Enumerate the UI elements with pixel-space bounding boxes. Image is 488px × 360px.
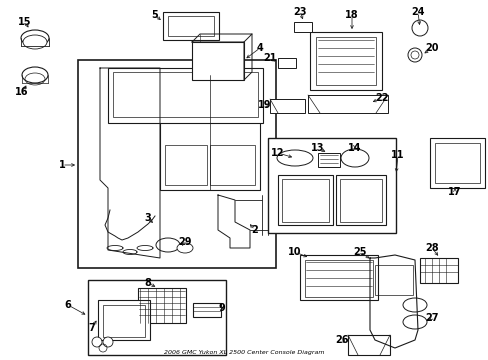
Bar: [419, 258, 457, 283]
Ellipse shape: [411, 20, 427, 36]
Text: 4: 4: [256, 43, 263, 53]
Ellipse shape: [407, 48, 421, 62]
Bar: [113, 72, 258, 117]
Ellipse shape: [340, 149, 368, 167]
Text: 16: 16: [15, 87, 29, 97]
Ellipse shape: [92, 337, 102, 347]
Text: 23: 23: [293, 7, 306, 17]
Bar: [317, 153, 339, 167]
Ellipse shape: [402, 298, 426, 312]
Bar: [269, 99, 305, 113]
Bar: [282, 179, 328, 222]
Text: 6: 6: [64, 300, 71, 310]
Text: 19: 19: [258, 100, 271, 110]
Bar: [78, 60, 275, 268]
Bar: [98, 300, 150, 340]
Text: 27: 27: [425, 313, 438, 323]
Ellipse shape: [23, 35, 47, 49]
Bar: [434, 143, 479, 183]
Text: 15: 15: [18, 17, 32, 27]
Bar: [305, 260, 372, 297]
Text: 21: 21: [263, 53, 276, 63]
Bar: [164, 80, 254, 100]
Text: 8: 8: [144, 278, 151, 288]
Ellipse shape: [276, 150, 312, 166]
Text: 2: 2: [251, 225, 258, 235]
Bar: [309, 32, 381, 90]
Text: 7: 7: [88, 323, 95, 333]
Ellipse shape: [22, 67, 48, 83]
Text: 17: 17: [447, 187, 461, 197]
Bar: [374, 265, 412, 295]
Text: 20: 20: [425, 43, 438, 53]
Bar: [347, 335, 389, 355]
Bar: [160, 75, 260, 190]
Text: 14: 14: [347, 143, 361, 153]
Bar: [278, 58, 295, 68]
Bar: [103, 305, 145, 337]
Text: 26: 26: [335, 335, 348, 345]
Text: 18: 18: [345, 10, 358, 20]
Bar: [315, 37, 375, 85]
Bar: [138, 288, 185, 323]
Bar: [108, 68, 263, 123]
Bar: [293, 22, 311, 32]
Text: 22: 22: [374, 93, 388, 103]
Text: 28: 28: [425, 243, 438, 253]
Bar: [88, 280, 225, 355]
Ellipse shape: [21, 30, 49, 46]
Bar: [299, 255, 377, 300]
Text: 11: 11: [390, 150, 404, 160]
Text: 3: 3: [144, 213, 151, 223]
Text: 2006 GMC Yukon XL 2500 Center Console Diagram: 2006 GMC Yukon XL 2500 Center Console Di…: [164, 350, 324, 355]
Text: 13: 13: [311, 143, 324, 153]
Bar: [429, 138, 484, 188]
Text: 24: 24: [410, 7, 424, 17]
Bar: [168, 16, 214, 36]
Ellipse shape: [103, 337, 113, 347]
Text: 25: 25: [352, 247, 366, 257]
Bar: [164, 145, 206, 185]
Bar: [192, 42, 244, 80]
Text: 9: 9: [218, 303, 225, 313]
Text: 1: 1: [59, 160, 65, 170]
Ellipse shape: [402, 315, 426, 329]
Text: 10: 10: [287, 247, 301, 257]
Bar: [278, 175, 332, 225]
Bar: [209, 145, 254, 185]
Text: 5: 5: [151, 10, 158, 20]
Bar: [163, 12, 219, 40]
Ellipse shape: [156, 238, 180, 252]
Bar: [335, 175, 385, 225]
Text: 12: 12: [271, 148, 284, 158]
Bar: [339, 179, 381, 222]
Bar: [307, 95, 387, 113]
Ellipse shape: [177, 243, 193, 253]
Bar: [267, 138, 395, 233]
Bar: [193, 303, 221, 317]
Text: 29: 29: [178, 237, 191, 247]
